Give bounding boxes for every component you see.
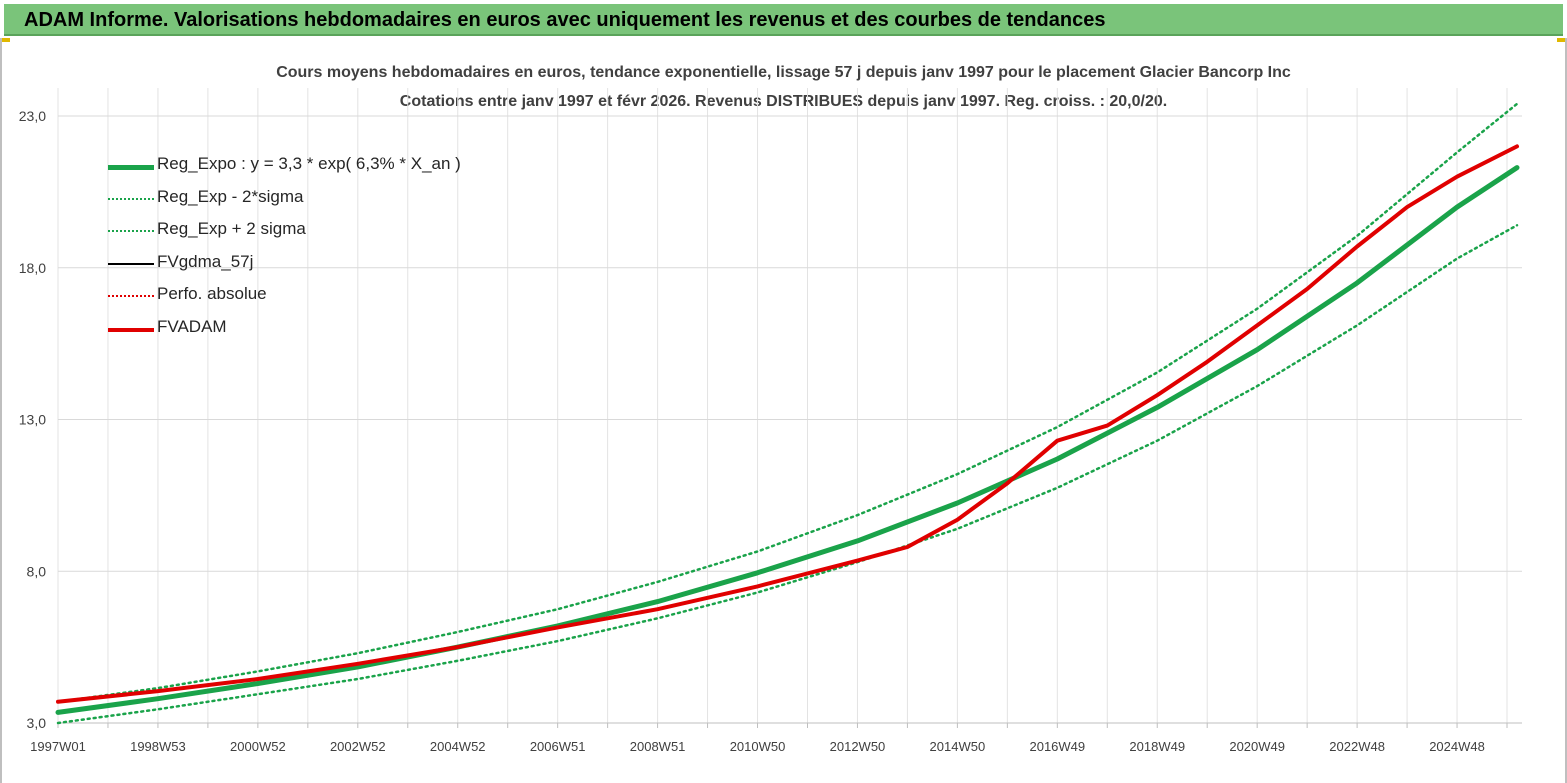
x-tick-label: 2014W50 <box>930 739 986 754</box>
chart-frame <box>0 38 1567 783</box>
y-tick-label: 23,0 <box>19 108 46 124</box>
chart-series <box>55 102 1520 725</box>
x-tick-label: 2002W52 <box>330 739 386 754</box>
y-tick-label: 3,0 <box>27 715 47 731</box>
legend-swatch <box>108 327 154 332</box>
fvadam-line <box>56 144 1519 704</box>
report-title: ADAM Informe. Valorisations hebdomadaire… <box>24 9 1106 31</box>
x-tick-label: 2018W49 <box>1129 739 1185 754</box>
y-tick-label: 13,0 <box>19 412 46 428</box>
chart-axes: 3,0 8,0 13,0 18,0 23,0 1997W01 1998W53 2000W52 2… <box>19 108 1522 754</box>
chart-subtitle: Cotations entre janv 1997 et févr 2026. … <box>399 93 1168 110</box>
x-tick-label: 2004W52 <box>430 739 486 754</box>
x-tick-label: 2010W50 <box>730 739 786 754</box>
legend-swatch <box>108 165 154 170</box>
legend-label: Reg_Exp + 2 sigma <box>157 219 306 239</box>
y-tick-label: 18,0 <box>19 260 46 276</box>
trend-upper-line <box>56 102 1519 704</box>
x-tick-label: 2022W48 <box>1329 739 1385 754</box>
chart-grid <box>57 88 1522 724</box>
x-tick-label: 1997W01 <box>30 739 86 754</box>
corner-mark-right <box>1557 38 1567 42</box>
chart-title: Cours moyens hebdomadaires en euros, ten… <box>276 64 1291 81</box>
legend-label: FVgdma_57j <box>157 251 254 271</box>
y-tick-label: 8,0 <box>27 563 47 579</box>
x-tick-label: 2008W51 <box>630 739 686 754</box>
legend-swatch <box>108 262 154 265</box>
trend-lower-line <box>56 224 1519 725</box>
legend-swatch <box>108 197 154 200</box>
legend-label: FVADAM <box>157 316 227 336</box>
x-tick-label: 2016W49 <box>1029 739 1085 754</box>
x-tick-label: 2000W52 <box>230 739 286 754</box>
x-tick-label: 2024W48 <box>1429 739 1485 754</box>
x-tick-label: 1998W53 <box>130 739 186 754</box>
corner-mark-left <box>0 38 10 42</box>
trend-line <box>55 165 1520 715</box>
report-banner: ADAM Informe. Valorisations hebdomadaire… <box>4 4 1563 36</box>
legend-label: Perfo. absolue <box>157 284 267 304</box>
legend-label: Reg_Expo : y = 3,3 * exp( 6,3% * X_an ) <box>157 154 461 173</box>
legend-swatch <box>108 230 154 233</box>
legend-label: Reg_Exp - 2*sigma <box>157 186 304 206</box>
x-tick-label: 2012W50 <box>830 739 886 754</box>
x-tick-label: 2020W49 <box>1229 739 1285 754</box>
legend-swatch <box>108 295 154 298</box>
x-tick-label: 2006W51 <box>530 739 586 754</box>
